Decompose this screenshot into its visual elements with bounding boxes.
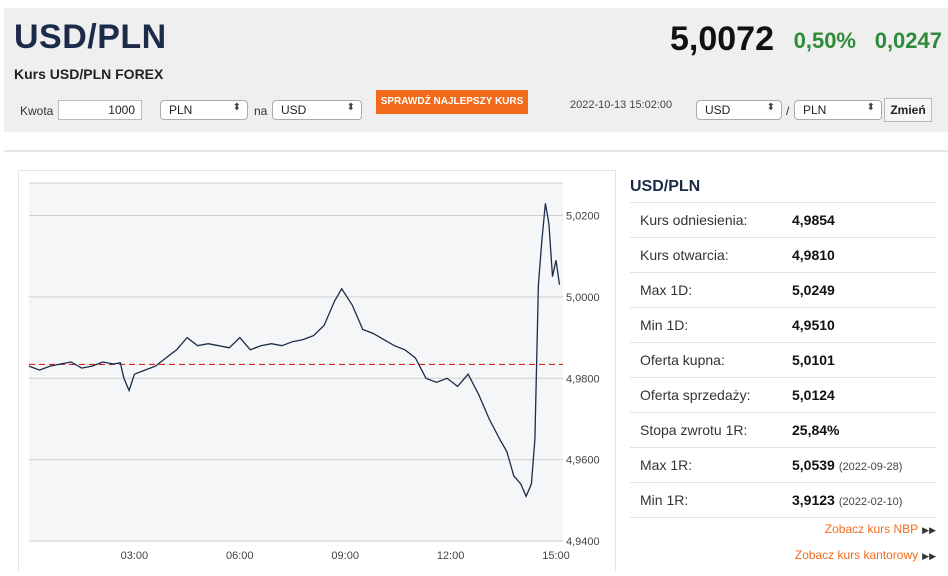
- from-currency-value: PLN: [169, 103, 193, 117]
- stat-label: Max 1R:: [640, 457, 693, 473]
- stat-row: Oferta sprzedaży: 5,0124: [630, 377, 936, 412]
- stat-value: 4,9854: [792, 212, 835, 228]
- x-tick-label: 12:00: [437, 550, 465, 562]
- best-rate-button[interactable]: SPRAWDŹ NAJLEPSZY KURS: [376, 90, 528, 114]
- to-currency-select[interactable]: USD ⬍: [272, 100, 362, 120]
- stat-label: Kurs odniesienia:: [640, 212, 748, 228]
- pair-subtitle: Kurs USD/PLN FOREX: [14, 66, 164, 82]
- stat-value-text: 5,0539: [792, 457, 835, 473]
- stat-row: Kurs otwarcia: 4,9810: [630, 237, 936, 272]
- y-tick-label: 4,9600: [566, 455, 600, 467]
- exchange-rate-link-label: Zobacz kurs kantorowy: [794, 548, 919, 562]
- select-arrows-icon: ⬍: [232, 102, 241, 113]
- y-tick-label: 4,9400: [566, 536, 600, 548]
- double-chevron-right-icon: ▶▶: [922, 551, 936, 561]
- pair-title: USD/PLN: [14, 18, 167, 56]
- x-tick-label: 15:00: [542, 550, 570, 562]
- stat-label: Min 1D:: [640, 317, 689, 333]
- stat-row: Min 1D: 4,9510: [630, 307, 936, 342]
- stat-row: Max 1R: 5,0539 (2022-09-28): [630, 447, 936, 482]
- change-pair-button[interactable]: Zmień: [884, 98, 932, 122]
- stat-label: Oferta sprzedaży:: [640, 387, 751, 403]
- stat-value: 5,0539 (2022-09-28): [792, 457, 902, 473]
- x-tick-label: 09:00: [331, 550, 359, 562]
- quote-currency-select[interactable]: PLN ⬍: [794, 100, 882, 120]
- stat-value: 4,9810: [792, 247, 835, 263]
- stat-value: 4,9510: [792, 317, 835, 333]
- side-panel-title: USD/PLN: [630, 178, 701, 195]
- stat-row: Max 1D: 5,0249: [630, 272, 936, 307]
- amount-input[interactable]: 1000: [58, 100, 142, 120]
- price-chart: 5,0200 5,0000 4,9800 4,9600 4,9400 03:00 06:0…: [28, 182, 600, 562]
- to-label: na: [254, 104, 268, 118]
- stat-row: Kurs odniesienia: 4,9854: [630, 202, 936, 237]
- stat-value: 5,0101: [792, 352, 835, 368]
- stat-date: (2022-02-10): [838, 496, 903, 508]
- stat-label: Kurs otwarcia:: [640, 247, 729, 263]
- stat-label: Max 1D:: [640, 282, 693, 298]
- y-tick-label: 5,0200: [566, 211, 600, 223]
- stats-table: Kurs odniesienia: 4,9854 Kurs otwarcia: 4,…: [630, 202, 936, 518]
- stat-value: 25,84%: [792, 422, 840, 438]
- select-arrows-icon: ⬍: [866, 102, 875, 113]
- stat-row: Oferta kupna: 5,0101: [630, 342, 936, 377]
- current-price: 5,0072: [670, 20, 774, 58]
- x-tick-label: 06:00: [226, 550, 254, 562]
- stat-label: Stopa zwrotu 1R:: [640, 422, 748, 438]
- x-tick-label: 03:00: [121, 550, 149, 562]
- exchange-rate-link[interactable]: Zobacz kurs kantorowy ▶▶: [795, 548, 936, 562]
- base-currency-select[interactable]: USD ⬍: [696, 100, 782, 120]
- select-arrows-icon: ⬍: [766, 102, 775, 113]
- quote-timestamp: 2022-10-13 15:02:00: [570, 99, 673, 111]
- amount-label: Kwota: [20, 104, 54, 118]
- stat-row: Stopa zwrotu 1R: 25,84%: [630, 412, 936, 447]
- y-tick-label: 5,0000: [566, 292, 600, 304]
- stat-label: Min 1R:: [640, 492, 689, 508]
- stat-label: Oferta kupna:: [640, 352, 725, 368]
- stat-value-text: 3,9123: [792, 492, 835, 508]
- price-series-line: [28, 203, 561, 498]
- change-percent: 0,50%: [793, 28, 856, 53]
- to-currency-value: USD: [281, 103, 307, 117]
- nbp-rate-link-label: Zobacz kurs NBP: [824, 522, 919, 536]
- stat-value: 5,0124: [792, 387, 835, 403]
- base-currency-value: USD: [705, 103, 731, 117]
- nbp-rate-link[interactable]: Zobacz kurs NBP ▶▶: [825, 522, 936, 536]
- chart-panel: 5,0200 5,0000 4,9800 4,9600 4,9400 03:00 06:0…: [18, 170, 616, 571]
- change-absolute: 0,0247: [874, 28, 942, 53]
- plot-area: [29, 183, 563, 541]
- from-currency-select[interactable]: PLN ⬍: [160, 100, 248, 120]
- stat-row: Min 1R: 3,9123 (2022-02-10): [630, 482, 936, 518]
- select-arrows-icon: ⬍: [346, 102, 355, 113]
- double-chevron-right-icon: ▶▶: [922, 525, 936, 535]
- stat-date: (2022-09-28): [838, 461, 903, 473]
- stat-value: 3,9123 (2022-02-10): [792, 492, 902, 508]
- section-divider: [4, 150, 948, 152]
- quote-currency-value: PLN: [803, 103, 827, 117]
- y-tick-label: 4,9800: [566, 373, 600, 385]
- pair-separator: /: [786, 104, 790, 118]
- stat-value: 5,0249: [792, 282, 835, 298]
